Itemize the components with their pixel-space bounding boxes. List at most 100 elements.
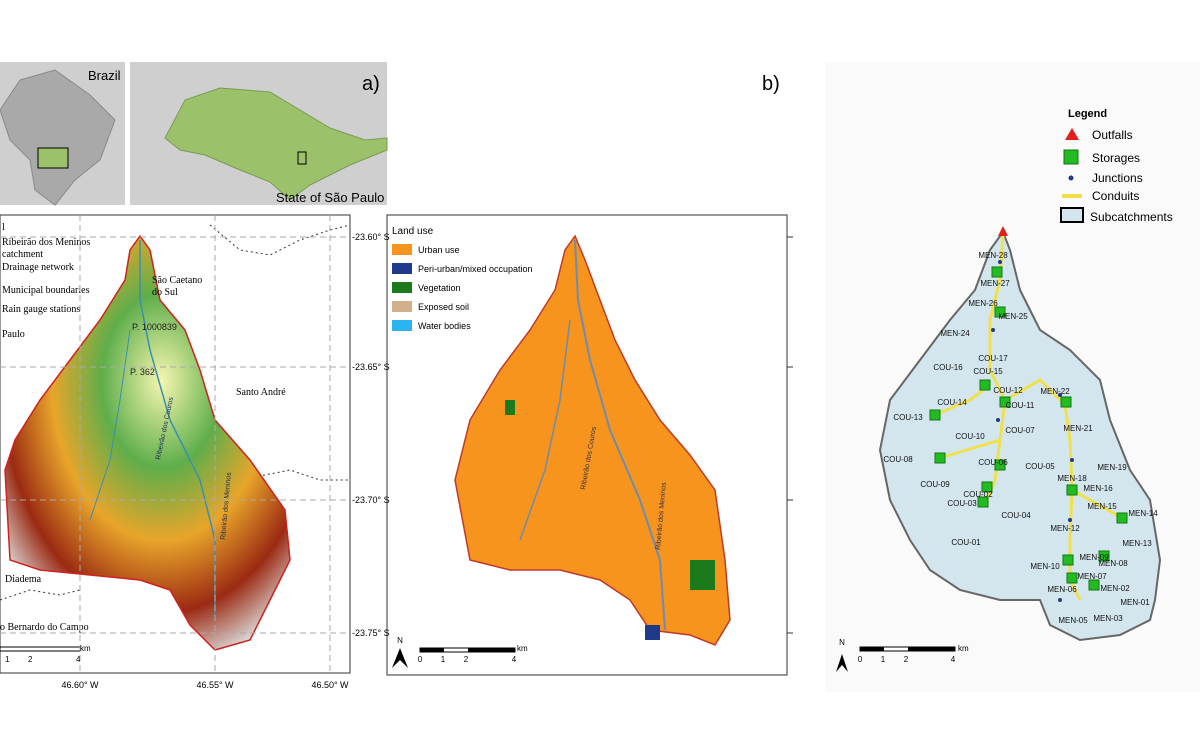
panel-label: a) [362,73,380,95]
node-label: COU-08 [883,455,913,464]
legend-label: Exposed soil [418,302,469,312]
subcatchments [878,229,1162,642]
scale-tick: 1 [881,655,886,664]
node-label: COU-11 [1006,401,1035,410]
storage [1060,396,1072,408]
legend-swatch [392,301,412,312]
legend-label: Subcatchments [1090,210,1173,224]
municipal-boundary [0,589,81,601]
node-label: MEN-16 [1083,484,1113,493]
scale-bar [860,647,884,651]
node-label: COU-13 [893,413,923,422]
legend-item-line: catchment [2,249,43,260]
legend-subcatchment [1060,207,1084,223]
gauge-label: P. 362 [130,367,155,377]
state-label: State of São Paulo [276,190,384,205]
node-label: MEN-10 [1030,562,1060,571]
lon-label: 46.50° W [311,680,349,690]
drainage [519,319,571,541]
scale-tick: 0 [858,655,863,664]
legend-item: Rain gauge stations [2,304,80,315]
scale-bar [420,648,444,652]
north-label: N [397,636,403,645]
legend-item: l [2,222,5,233]
legend-swatch [392,282,412,293]
place-label-line: Diadema [5,574,42,585]
node-label: COU-12 [993,386,1023,395]
node-label: MEN-27 [980,279,1010,288]
legend-label: Urban use [418,245,460,255]
legend-item-line: Ribeirão dos Meninos [2,237,90,248]
legend-swatch [392,263,412,274]
junction [996,418,1000,422]
node-label: MEN-02 [1100,584,1130,593]
legend-swatch [392,244,412,255]
scale-bar [908,647,955,651]
junction [991,328,995,332]
scale-tick: 4 [951,655,956,664]
lat-label: -23.60° S [352,232,390,242]
junction [998,260,1002,264]
node-label: MEN-25 [998,312,1028,321]
panel-label: b) [762,73,780,95]
legend-swatch [392,320,412,331]
node-label: MEN-01 [1120,598,1150,607]
legend-item-line: Drainage network [2,262,74,273]
storage [934,452,946,464]
legend-label: Peri-urban/mixed occupation [418,264,533,274]
north-arrow [836,654,848,672]
node-label: COU-10 [955,432,985,441]
node-label: COU-02 [963,490,993,499]
legend-title: Legend [1068,108,1107,120]
legend-label: Conduits [1092,189,1139,203]
lat-label: -23.70° S [352,495,390,505]
sp-box [297,151,307,165]
periurban-patch [645,625,660,640]
scale-unit: km [80,644,91,653]
node-label: MEN-24 [940,329,970,338]
outfall [998,226,1008,236]
drainage [574,239,666,631]
node-label: COU-07 [1005,426,1035,435]
legend-item: Ribeirão dos Meninos catchment [2,237,90,260]
storage [1062,554,1074,566]
gauge-label: P. 1000839 [132,322,177,332]
node-label: COU-04 [1001,511,1031,520]
node-label: MEN-03 [1093,614,1123,623]
brazil-shape [0,69,116,206]
scale-bar [468,648,515,652]
storage [979,379,991,391]
storage [994,306,1006,318]
node-label: MEN-21 [1063,424,1093,433]
sp-shape [164,87,388,201]
brazil-sp-box [37,147,69,169]
drainage [89,329,131,521]
node-label: COU-17 [978,354,1008,363]
municipal-boundary [209,224,351,256]
legend-label: Vegetation [418,283,461,293]
storage [1066,572,1078,584]
junction [1058,598,1062,602]
node-label: MEN-18 [1057,474,1087,483]
node-label: MEN-19 [1097,463,1127,472]
place-label: São Caetano do Sul [152,275,202,298]
legend-item-line: Municipal boundaries [2,285,90,296]
lon-label: 46.60° W [61,680,99,690]
north-arrow [392,648,408,668]
legend-outfall [1065,128,1079,140]
storage [1066,484,1078,496]
node-label: MEN-08 [1098,559,1128,568]
place-label-line: Santo André [236,387,286,398]
scale-tick: 2 [28,655,33,664]
node-label: MEN-14 [1128,509,1158,518]
scale-tick: 4 [76,655,81,664]
legend-item-line: l [2,222,5,233]
legend-title: Land use [392,226,434,237]
node-label: COU-09 [920,480,950,489]
junction [1070,458,1074,462]
node-label: COU-01 [951,538,981,547]
legend-label: Outfalls [1092,128,1133,142]
scale-tick: 4 [512,655,517,664]
storage [1116,512,1128,524]
